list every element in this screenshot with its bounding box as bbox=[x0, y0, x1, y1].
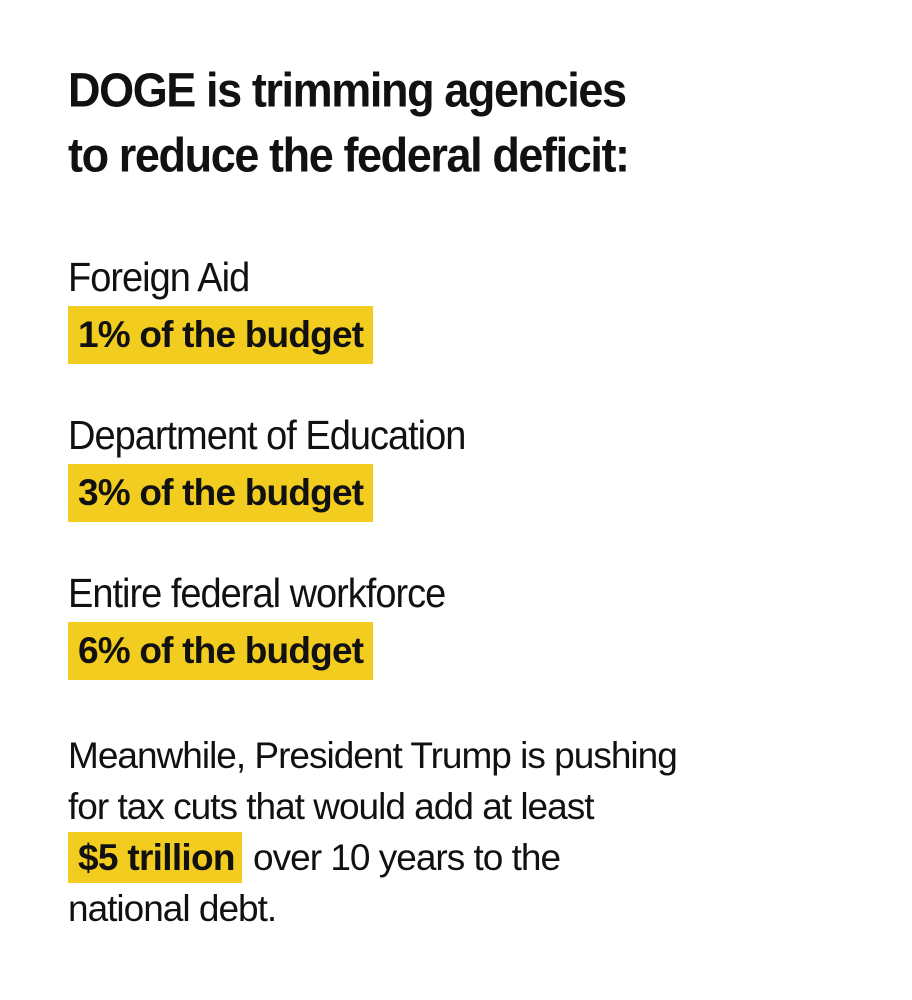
budget-item-education: Department of Education 3% of the budget bbox=[68, 410, 466, 522]
item-highlight: 3% of the budget bbox=[68, 464, 374, 522]
title-line-1: DOGE is trimming agencies bbox=[68, 62, 627, 118]
note-line-3: $5 trillion over 10 years to the bbox=[68, 832, 828, 883]
note-line-2: for tax cuts that would add at least bbox=[68, 786, 595, 827]
item-value: 6% of the budget bbox=[78, 630, 364, 671]
money-highlight: $5 trillion bbox=[68, 832, 242, 883]
item-highlight: 6% of the budget bbox=[68, 622, 374, 680]
note-line-4: national debt. bbox=[68, 888, 277, 929]
page-title: DOGE is trimming agencies to reduce the … bbox=[68, 58, 868, 188]
item-label: Foreign Aid bbox=[68, 255, 250, 301]
budget-item-workforce: Entire federal workforce 6% of the budge… bbox=[68, 568, 446, 680]
note-line-1: Meanwhile, President Trump is pushing bbox=[68, 735, 678, 776]
item-value: 1% of the budget bbox=[78, 314, 364, 355]
item-label: Entire federal workforce bbox=[68, 571, 446, 617]
tax-cut-note: Meanwhile, President Trump is pushing fo… bbox=[68, 730, 828, 934]
budget-item-foreign-aid: Foreign Aid 1% of the budget bbox=[68, 252, 374, 364]
item-highlight: 1% of the budget bbox=[68, 306, 374, 364]
title-line-2: to reduce the federal deficit: bbox=[68, 127, 630, 183]
item-label: Department of Education bbox=[68, 413, 466, 459]
note-line-3-rest: over 10 years to the bbox=[243, 837, 561, 878]
item-value: 3% of the budget bbox=[78, 472, 364, 513]
infographic-card: DOGE is trimming agencies to reduce the … bbox=[68, 58, 868, 929]
